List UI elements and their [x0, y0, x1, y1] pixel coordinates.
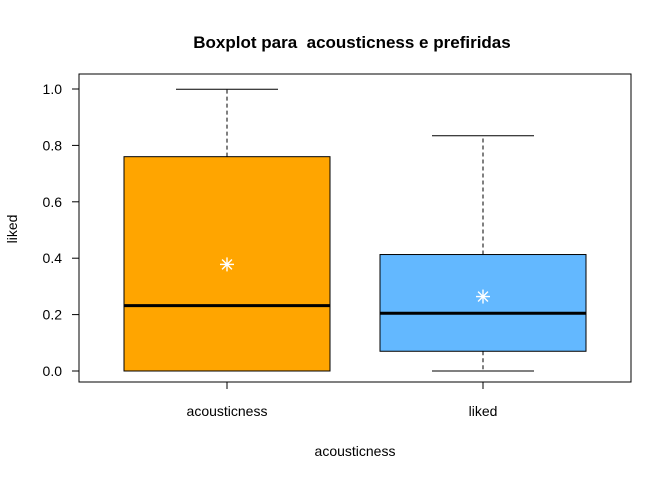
mean-marker — [476, 289, 490, 304]
y-tick-label: 0.0 — [43, 363, 63, 379]
chart-title: Boxplot para acousticness e prefiridas — [193, 33, 510, 52]
x-axis: acousticness liked — [187, 381, 498, 419]
box-acousticness — [123, 88, 331, 372]
x-tick-label: liked — [469, 403, 498, 419]
y-tick-label: 0.6 — [43, 194, 63, 210]
boxes — [123, 88, 587, 372]
y-axis: 0.0 0.2 0.4 0.6 0.8 1.0 — [43, 81, 80, 379]
x-tick-label: acousticness — [187, 403, 268, 419]
y-tick-label: 1.0 — [43, 81, 63, 97]
y-tick-label: 0.4 — [43, 250, 63, 266]
y-tick-label: 0.2 — [43, 307, 63, 323]
x-axis-label: acousticness — [315, 443, 396, 459]
box-liked — [379, 135, 587, 372]
mean-marker-stroke — [221, 258, 233, 270]
y-tick-label: 0.8 — [43, 137, 63, 153]
mean-marker — [220, 257, 234, 272]
y-axis-label: liked — [4, 215, 20, 244]
mean-marker-stroke — [477, 291, 489, 302]
